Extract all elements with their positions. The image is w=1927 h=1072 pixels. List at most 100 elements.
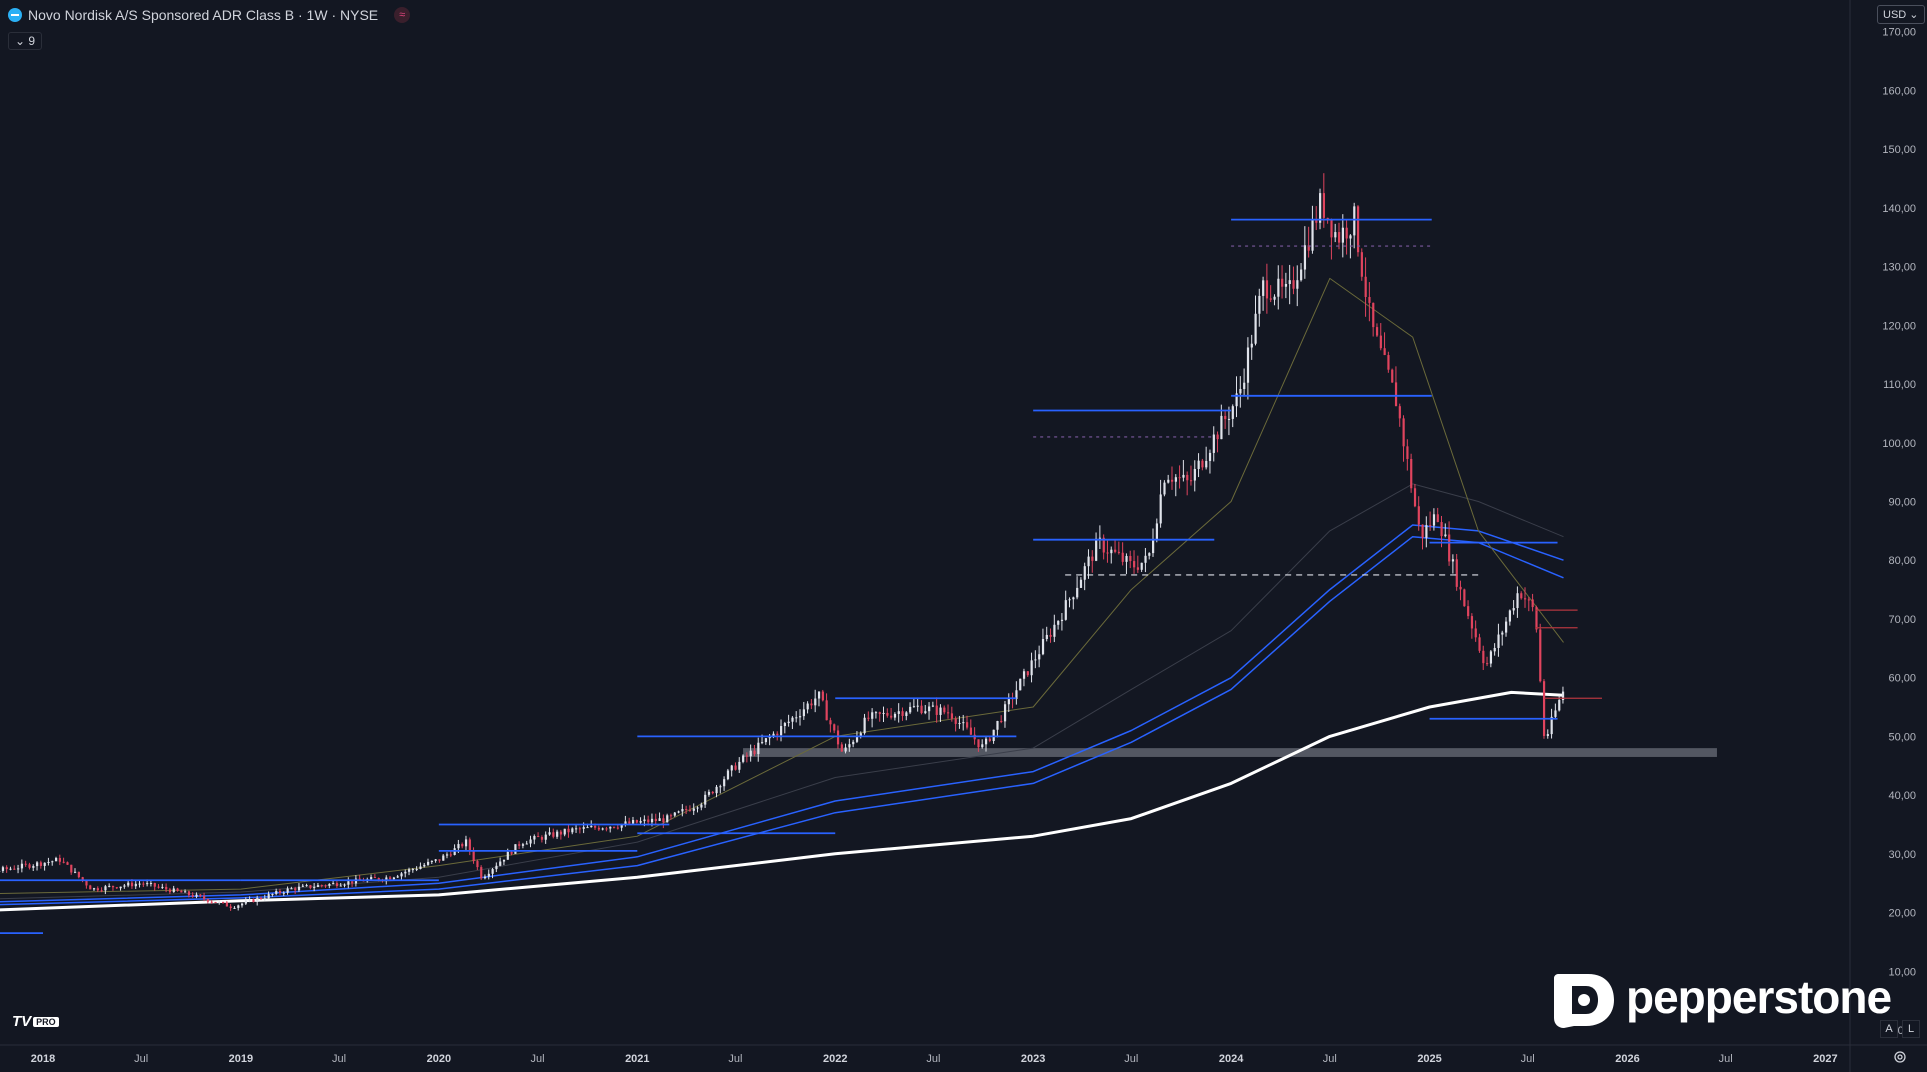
candle-body xyxy=(635,820,638,823)
candle-body xyxy=(1554,710,1557,717)
candle-body xyxy=(36,862,39,867)
candle-body xyxy=(218,902,221,904)
candle-body xyxy=(1273,296,1276,300)
candle-body xyxy=(1398,406,1401,419)
candle-body xyxy=(1527,599,1530,601)
candle-body xyxy=(984,738,988,745)
data-status-icon[interactable]: ≈ xyxy=(394,7,411,23)
candle-body xyxy=(1478,637,1481,651)
candle-body xyxy=(165,886,168,890)
candle-body xyxy=(954,718,957,724)
candle-body xyxy=(389,877,392,880)
candle-body xyxy=(1330,219,1333,238)
time-tick-label: Jul xyxy=(1124,1053,1138,1065)
candle-body xyxy=(271,893,274,895)
candle-body xyxy=(1235,393,1238,407)
candle-body xyxy=(104,886,107,891)
candle-body xyxy=(1114,549,1117,552)
candle-body xyxy=(100,890,103,892)
candle-body xyxy=(1265,280,1269,299)
candle-body xyxy=(180,890,183,893)
candle-body xyxy=(81,877,84,881)
candle-body xyxy=(745,755,749,757)
candle-body xyxy=(1015,690,1018,700)
symbol-header[interactable]: Novo Nordisk A/S Sponsored ADR Class B ·… xyxy=(8,7,411,23)
candle-body xyxy=(1345,227,1348,239)
candle-body xyxy=(943,707,946,713)
candle-body xyxy=(1288,280,1291,284)
candle-body xyxy=(677,811,680,813)
candle-body xyxy=(1189,480,1193,482)
candle-body xyxy=(643,819,646,822)
candle-body xyxy=(1117,551,1121,553)
candle-body xyxy=(825,700,828,721)
candle-body xyxy=(1296,280,1299,289)
candle-body xyxy=(1216,434,1219,440)
candle-body xyxy=(229,906,232,908)
candle-body xyxy=(176,888,179,891)
candle-body xyxy=(628,821,631,824)
time-tick-label: Jul xyxy=(531,1053,545,1065)
auto-scale-button[interactable]: A xyxy=(1880,1020,1898,1038)
time-tick-label: Jul xyxy=(1323,1053,1337,1065)
candle-body xyxy=(996,721,999,730)
candle-body xyxy=(916,705,919,707)
candle-body xyxy=(988,738,991,741)
candle-body xyxy=(252,899,255,902)
candle-body xyxy=(692,808,695,811)
candle-body xyxy=(802,709,805,717)
candle-body xyxy=(58,858,62,862)
candle-body xyxy=(666,815,669,823)
indicators-toggle[interactable]: ⌄ 9 xyxy=(8,32,43,50)
candle-body xyxy=(1421,524,1424,538)
candle-body xyxy=(1091,556,1094,561)
tv-pro-badge: PRO xyxy=(33,1016,59,1027)
candle-body xyxy=(199,894,202,897)
candle-body xyxy=(730,765,733,771)
candle-body xyxy=(1182,474,1185,478)
time-tick-label: 2023 xyxy=(1021,1053,1045,1065)
price-tick-label: 100,00 xyxy=(1882,438,1916,450)
candle-body xyxy=(1417,506,1420,525)
moving-average-3 xyxy=(0,524,1564,903)
price-tick-label: 60,00 xyxy=(1888,673,1916,685)
candle-body xyxy=(586,827,589,829)
candle-body xyxy=(13,868,16,870)
price-tick-label: 20,00 xyxy=(1888,908,1916,920)
candle-body xyxy=(1550,716,1553,735)
candle-body xyxy=(506,851,509,860)
candle-body xyxy=(1334,232,1337,238)
candle-body xyxy=(1102,537,1105,553)
candle-body xyxy=(1212,434,1215,453)
candle-body xyxy=(650,818,654,823)
candle-body xyxy=(233,907,236,909)
candle-body xyxy=(521,844,525,846)
candle-body xyxy=(525,843,528,845)
currency-selector[interactable]: USD ⌄ xyxy=(1877,5,1925,24)
candle-body xyxy=(385,877,388,881)
price-tick-label: 10,00 xyxy=(1888,966,1916,978)
candle-body xyxy=(874,712,878,714)
candle-body xyxy=(130,882,134,887)
log-scale-button[interactable]: L xyxy=(1902,1020,1920,1038)
candle-body xyxy=(1482,650,1485,664)
candle-body xyxy=(1512,608,1515,611)
candle-body xyxy=(495,865,498,870)
candle-body xyxy=(1383,348,1386,356)
candle-body xyxy=(1546,734,1549,736)
candle-body xyxy=(297,886,301,891)
candle-body xyxy=(685,809,688,811)
candle-body xyxy=(1224,415,1227,420)
candle-body xyxy=(912,706,916,708)
candle-body xyxy=(518,844,521,846)
candle-body xyxy=(1053,624,1056,637)
candle-body xyxy=(442,855,445,861)
candle-body xyxy=(597,827,601,830)
candle-body xyxy=(301,885,304,887)
settings-gear-icon[interactable] xyxy=(1893,1050,1907,1064)
moving-average-2 xyxy=(0,535,1564,906)
candle-body xyxy=(502,859,506,862)
candle-body xyxy=(1501,632,1504,635)
candle-body xyxy=(5,867,8,870)
